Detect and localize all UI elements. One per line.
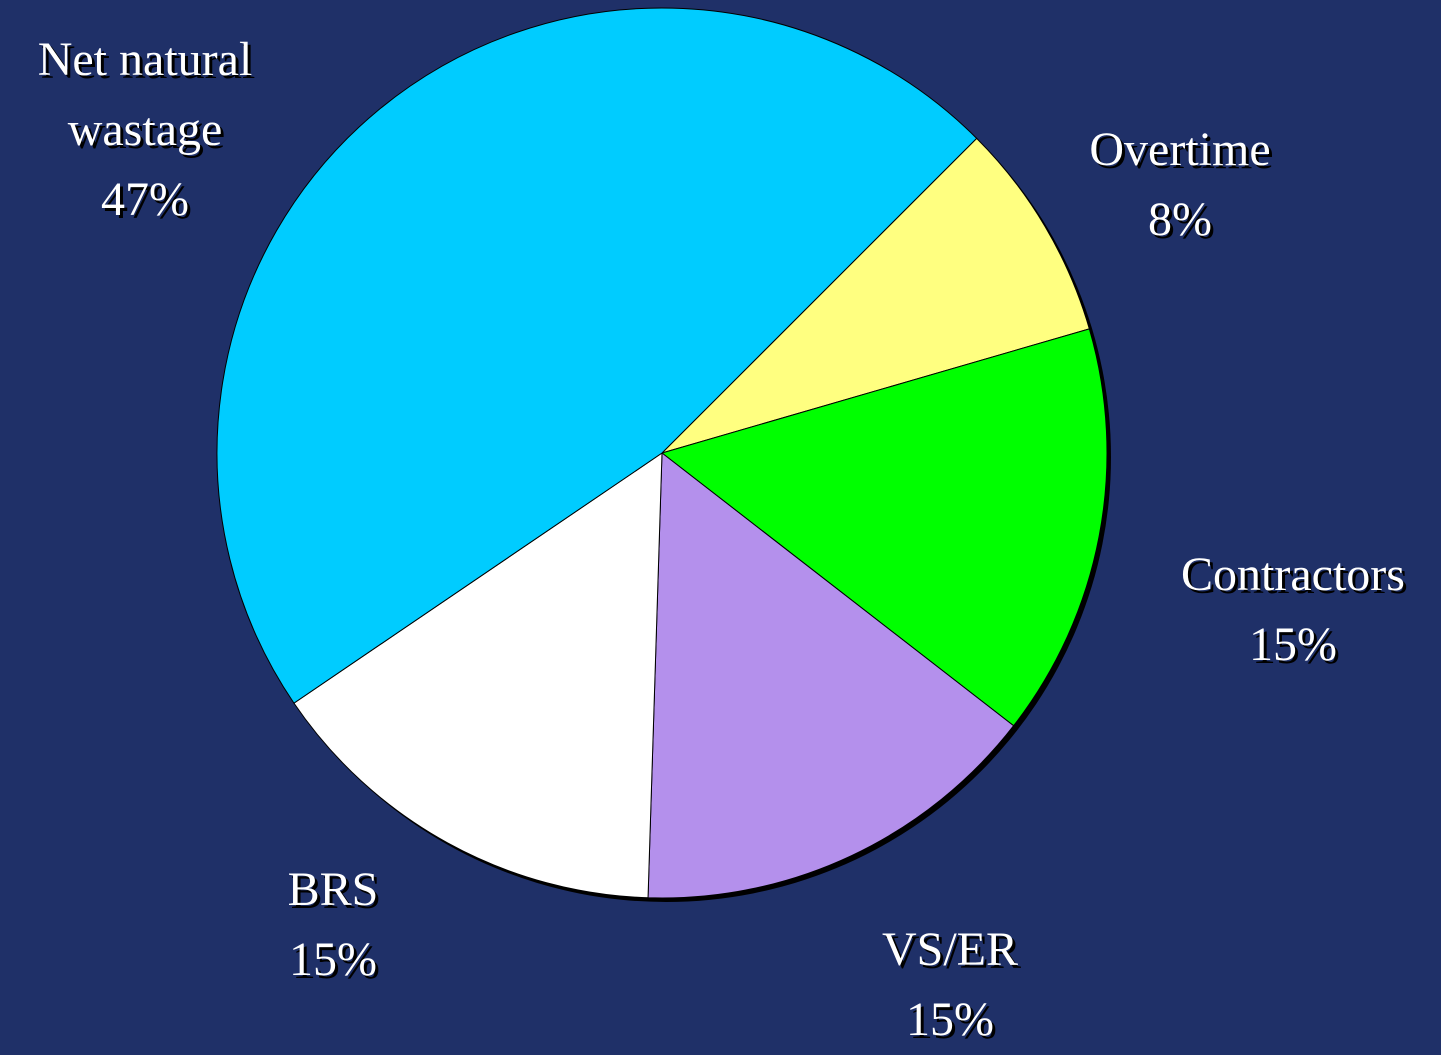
value-label: 15% bbox=[906, 993, 994, 1046]
value-label: 15% bbox=[1249, 618, 1337, 671]
category-label: Contractors bbox=[1181, 548, 1405, 601]
slice-label: Contractors 15% bbox=[1181, 540, 1405, 680]
pie-slice bbox=[216, 7, 978, 704]
category-label: VS/ER bbox=[881, 923, 1019, 976]
slice-label: Net natural wastage 47% bbox=[0, 25, 290, 235]
value-label: 47% bbox=[101, 173, 189, 226]
slice-label: BRS 15% bbox=[288, 855, 379, 995]
pie-slice bbox=[661, 137, 1090, 454]
value-label: 8% bbox=[1148, 193, 1212, 246]
slice-label: Overtime 8% bbox=[1089, 115, 1270, 255]
category-label: Net natural wastage bbox=[37, 33, 253, 156]
category-label: Overtime bbox=[1089, 123, 1271, 176]
pie-slice bbox=[293, 452, 663, 899]
slice-label: VS/ER 15% bbox=[882, 915, 1018, 1055]
pie-slice bbox=[647, 452, 1015, 899]
value-label: 15% bbox=[289, 933, 377, 986]
pie-slice bbox=[660, 328, 1108, 727]
category-label: BRS bbox=[287, 863, 379, 916]
